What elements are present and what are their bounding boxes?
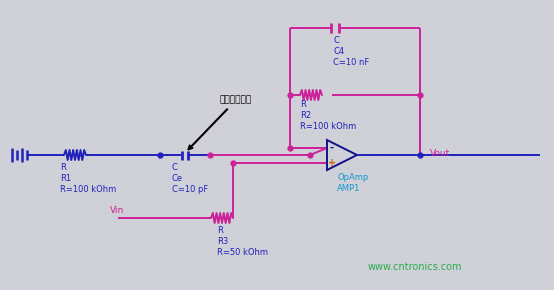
Text: +: +	[328, 157, 336, 168]
Text: R
R3
R=50 kOhm: R R3 R=50 kOhm	[217, 226, 268, 257]
Text: R
R1
R=100 kOhm: R R1 R=100 kOhm	[60, 163, 116, 194]
Text: -: -	[330, 142, 334, 153]
Text: Vout: Vout	[430, 150, 450, 159]
Text: 引脚分布电容: 引脚分布电容	[188, 95, 252, 149]
Text: C
Ce
C=10 pF: C Ce C=10 pF	[172, 163, 208, 194]
Text: OpAmp
AMP1: OpAmp AMP1	[337, 173, 368, 193]
Text: Vin: Vin	[110, 206, 124, 215]
Text: C
C4
C=10 nF: C C4 C=10 nF	[333, 36, 370, 67]
Text: R
R2
R=100 kOhm: R R2 R=100 kOhm	[300, 100, 356, 131]
Text: www.cntronics.com: www.cntronics.com	[368, 262, 463, 272]
